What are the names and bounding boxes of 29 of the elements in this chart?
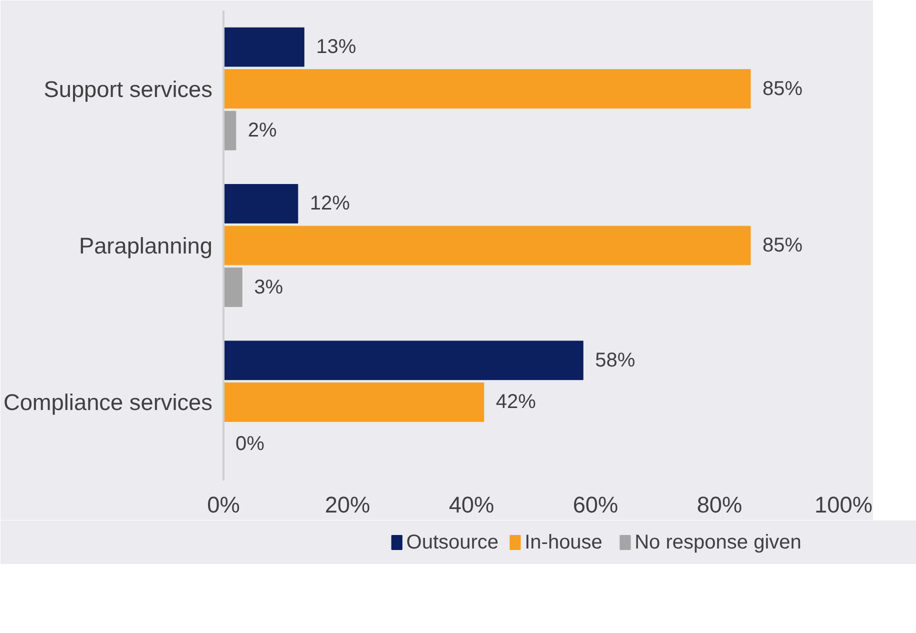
legend-label: Outsource bbox=[406, 532, 499, 554]
data-label: 0% bbox=[236, 432, 265, 455]
bar bbox=[224, 226, 751, 266]
x-tick-label: 100% bbox=[814, 492, 872, 518]
bar bbox=[224, 27, 304, 67]
legend-label: No response given bbox=[634, 532, 802, 554]
data-label: 85% bbox=[762, 234, 803, 256]
y-tick-label: Paraplanning bbox=[78, 232, 213, 258]
x-tick-label: 80% bbox=[696, 492, 742, 518]
data-label: 3% bbox=[254, 276, 284, 298]
data-label: 12% bbox=[310, 192, 350, 215]
data-label: 2% bbox=[248, 120, 278, 142]
legend-label: In-house bbox=[524, 532, 602, 554]
data-label: 58% bbox=[595, 349, 636, 372]
data-label: 42% bbox=[496, 391, 536, 414]
bar bbox=[224, 69, 751, 109]
bar bbox=[224, 110, 236, 150]
x-tick-label: 40% bbox=[448, 492, 494, 518]
data-label: 13% bbox=[316, 36, 356, 58]
bar bbox=[224, 184, 298, 224]
bar bbox=[224, 268, 242, 307]
x-tick-label: 20% bbox=[324, 492, 370, 518]
y-tick-label: Support services bbox=[44, 76, 213, 102]
x-tick-label: 0% bbox=[207, 492, 240, 518]
bar bbox=[224, 340, 584, 380]
data-label: 85% bbox=[762, 78, 803, 100]
bar bbox=[224, 382, 484, 422]
x-tick-label: 60% bbox=[572, 492, 618, 518]
y-tick-label: Compliance services bbox=[3, 389, 213, 416]
